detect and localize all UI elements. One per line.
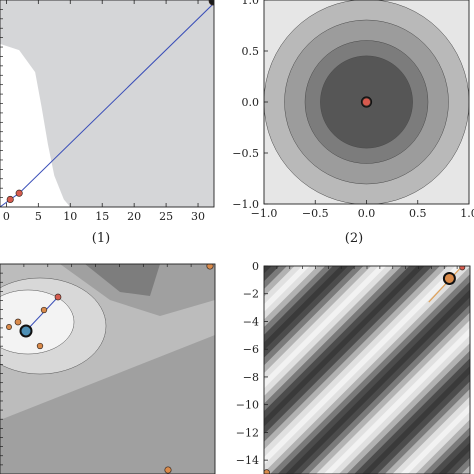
panel-3-path-point-3 [6, 324, 12, 330]
panel-1-chart [0, 0, 214, 207]
panel-1-x-tick-label-6: 30 [191, 210, 205, 223]
panel-3-path-point-1 [40, 306, 48, 314]
panel-1-border [0, 0, 215, 208]
panel-2-x-tick-label-2: 0.0 [358, 207, 376, 220]
panel-1-x-tick-label-1: 5 [35, 210, 42, 223]
panel-4-stripe [369, 373, 470, 474]
panel-4-y-tick-label-0: 0 [252, 260, 259, 273]
panel-2-caption: (2) [345, 231, 363, 246]
panel-4-stripe [430, 434, 470, 474]
panel-4-stripes [264, 266, 470, 474]
panel-4-path-point-0 [459, 266, 466, 271]
panel-1-path-point-0 [6, 195, 14, 204]
panel-4-stripe [346, 350, 470, 474]
panel-4-stripe [285, 289, 470, 474]
panel-3-path-line [25, 296, 59, 332]
panel-4-y-tick-label-4: −8 [243, 371, 259, 384]
panel-3-frame [0, 263, 216, 474]
panel-4-stripe [400, 404, 470, 474]
panel-2-y-tick-label-2: 0.0 [242, 96, 260, 109]
panel-1-x-tick-label-0: 0 [3, 210, 10, 223]
panel-1-caption: (1) [92, 231, 110, 246]
panel-4-stripe [270, 274, 470, 474]
panel-3-axes [0, 264, 192, 466]
panel-4-stripe [308, 312, 470, 474]
panel-2-x-tick-label-4: 1.0 [460, 207, 474, 220]
panel-2-y-tick-label-3: 0.5 [242, 45, 260, 58]
panel-3-bottom-point [164, 466, 172, 474]
panel-4-stripe [338, 342, 470, 474]
panel-1-path-line [0, 2, 214, 207]
panel-2-x-tick-label-0: −1.0 [251, 207, 278, 220]
panel-4-corner-point [264, 469, 270, 474]
panel-1-frame [0, 0, 215, 208]
panel-4-stripe [407, 411, 470, 474]
panel-4-stripe [277, 281, 470, 474]
panel-1-x-tick-label-5: 25 [159, 210, 173, 223]
panel-4-y-tick-label-3: −6 [243, 343, 259, 356]
panel-4-stripe [361, 365, 470, 474]
panel-4-stripe [264, 266, 470, 474]
panel-4-y-tick-label-2: −4 [243, 315, 259, 328]
panel-3-contour-inner [0, 289, 75, 355]
panel-1-white-region [0, 43, 71, 207]
panel-1-end-point [208, 0, 214, 6]
panel-2-axes: −1.0 −0.5 0.0 0.5 1.0 −1.0 −0.5 0.0 0.5 1.0 [232, 0, 474, 220]
panel-4-stripe [300, 304, 470, 474]
panel-4-stripe [331, 335, 470, 474]
panel-4-stripe [461, 465, 470, 474]
panel-4-stripe [392, 396, 470, 474]
panel-3-path-point-4 [36, 342, 44, 350]
panel-4-stripe [423, 427, 470, 474]
panel-4-minimum-point [442, 271, 456, 285]
panel-2-x-tick-label-3: 0.5 [409, 207, 427, 220]
panel-4-stripe [323, 327, 470, 474]
panel-4-y-tick-label-6: −12 [236, 426, 259, 439]
panel-4-y-tick-label-5: −10 [236, 399, 259, 412]
panel-2-x-tick-label-1: −0.5 [302, 207, 329, 220]
panel-4-stripe [354, 358, 470, 474]
panel-3-upper-band-inner [85, 264, 160, 296]
panel-2-y-tick-label-1: −0.5 [232, 147, 259, 160]
panel-4-stripe [384, 388, 470, 474]
panel-1-x-tick-label-4: 20 [127, 210, 141, 223]
panel-3-minimum-point [19, 324, 33, 338]
panel-1-axes: 0 5 10 15 20 25 30 [0, 0, 205, 223]
panel-2-y-tick-label-4: 1.0 [242, 0, 260, 7]
panel-2-chart [264, 0, 469, 204]
panel-2-minimum-ring [360, 96, 373, 108]
panel-4-y-tick-label-1: −2 [243, 288, 259, 301]
panel-2-minimum-point [362, 97, 371, 107]
panel-3-chart [0, 264, 215, 474]
panel-1-path-point-1 [15, 189, 23, 197]
panel-4-chart [264, 266, 470, 474]
panel-4-y-tick-label-7: −14 [236, 454, 259, 467]
panel-1-x-tick-label-2: 10 [63, 210, 77, 223]
panel-3-corner-point [206, 264, 214, 270]
panel-4-stripe [316, 320, 470, 474]
panel-4-stripe [415, 419, 470, 474]
panel-1-x-tick-label-3: 15 [95, 210, 109, 223]
panel-4-axes: 0 −2 −4 −6 −8 −10 −12 −14 [236, 260, 458, 467]
panel-4-stripe [438, 442, 470, 474]
panel-3-path-point-0 [54, 293, 62, 301]
panel-3-path-point-2 [14, 318, 22, 326]
panel-4-stripe [446, 450, 470, 474]
panel-4-stripe [377, 381, 470, 474]
panel-3-border [0, 263, 216, 474]
panel-3-lower-band [0, 335, 215, 474]
panel-2-y-tick-label-0: −1.0 [232, 198, 259, 211]
panel-4-stripe [293, 297, 470, 474]
